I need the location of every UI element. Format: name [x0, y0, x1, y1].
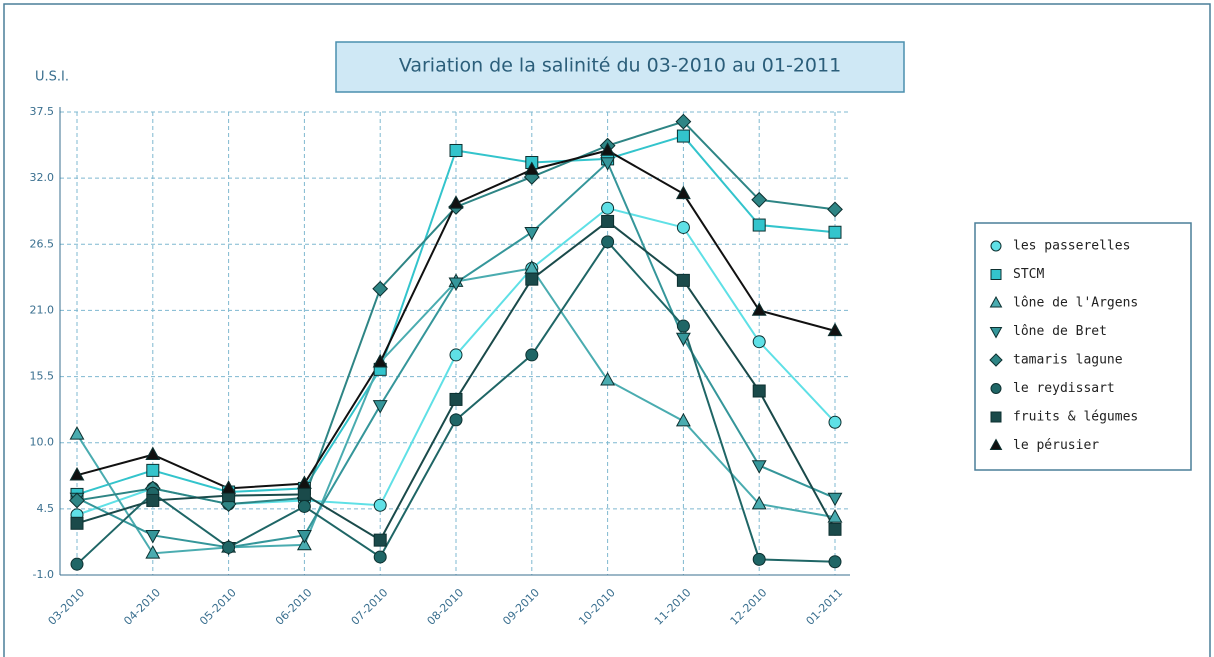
legend-label: STCM — [1013, 267, 1044, 282]
marker — [145, 530, 161, 544]
marker — [70, 557, 84, 571]
marker — [525, 272, 539, 286]
marker — [297, 487, 311, 501]
marker — [524, 226, 540, 241]
marker — [828, 415, 842, 429]
marker — [827, 201, 843, 218]
marker — [989, 353, 1003, 367]
marker — [990, 411, 1002, 423]
marker — [828, 522, 842, 536]
chart-title: Variation de la salinité du 03-2010 au 0… — [399, 55, 841, 77]
legend-label: tamaris lagune — [1013, 353, 1123, 368]
marker — [296, 530, 312, 544]
marker — [297, 499, 311, 513]
marker — [600, 142, 616, 156]
marker — [751, 460, 767, 474]
marker — [70, 516, 84, 530]
marker — [676, 220, 690, 234]
marker — [146, 493, 160, 507]
marker — [675, 412, 691, 427]
marker — [751, 302, 767, 316]
marker — [827, 322, 843, 337]
marker — [601, 214, 615, 228]
marker — [676, 273, 690, 287]
marker — [601, 201, 615, 215]
legend-label: les passerelles — [1013, 239, 1130, 254]
marker — [600, 371, 616, 386]
marker — [675, 185, 691, 200]
marker — [296, 536, 312, 551]
marker — [69, 466, 85, 481]
marker — [989, 327, 1003, 339]
legend-label: lône de l'Argens — [1013, 296, 1138, 311]
marker — [751, 191, 768, 208]
marker — [751, 495, 767, 510]
marker — [990, 269, 1002, 280]
legend-label: le pérusier — [1013, 438, 1099, 453]
marker — [449, 143, 463, 157]
marker — [525, 348, 539, 362]
marker — [373, 550, 387, 564]
y-tick-label: 10.0 — [30, 436, 55, 449]
marker — [524, 161, 540, 176]
marker — [752, 335, 766, 349]
marker — [69, 492, 85, 509]
title-box — [335, 41, 905, 93]
marker — [372, 400, 388, 414]
y-tick-label: 15.5 — [30, 370, 55, 383]
marker — [448, 277, 464, 292]
y-tick-label: 21.0 — [30, 303, 55, 316]
marker — [373, 533, 387, 547]
y-tick-label: 26.5 — [30, 237, 55, 250]
marker — [145, 446, 161, 461]
marker — [146, 463, 160, 477]
marker — [828, 555, 842, 569]
marker — [221, 480, 237, 494]
y-axis-label: U.S.I. — [35, 70, 69, 85]
legend-label: le reydissart — [1013, 381, 1115, 396]
marker — [990, 383, 1002, 394]
marker — [448, 195, 464, 209]
marker — [752, 552, 766, 566]
marker — [676, 319, 690, 333]
legend-label: lône de Bret — [1013, 324, 1107, 339]
y-tick-label: 4.5 — [37, 502, 55, 515]
marker — [373, 498, 387, 512]
marker — [752, 384, 766, 398]
y-tick-label: -1.0 — [33, 568, 54, 581]
marker — [990, 240, 1002, 252]
y-tick-label: 32.0 — [30, 171, 55, 184]
y-tick-label: 37.5 — [30, 105, 55, 118]
marker — [601, 235, 615, 249]
marker — [222, 540, 236, 554]
marker — [296, 475, 312, 489]
marker — [600, 157, 616, 171]
marker — [675, 113, 692, 130]
marker — [449, 392, 463, 406]
marker — [989, 438, 1003, 450]
marker — [676, 129, 690, 143]
marker — [828, 225, 842, 239]
marker — [989, 295, 1003, 308]
marker — [145, 545, 161, 559]
marker — [675, 332, 691, 347]
marker — [372, 353, 388, 368]
marker — [449, 348, 463, 362]
marker — [449, 413, 463, 427]
marker — [827, 492, 843, 507]
legend-label: fruits & légumes — [1013, 410, 1138, 425]
marker — [372, 280, 389, 297]
marker — [69, 426, 85, 440]
marker — [827, 509, 843, 523]
legend-box — [974, 222, 1192, 471]
marker — [752, 218, 766, 232]
